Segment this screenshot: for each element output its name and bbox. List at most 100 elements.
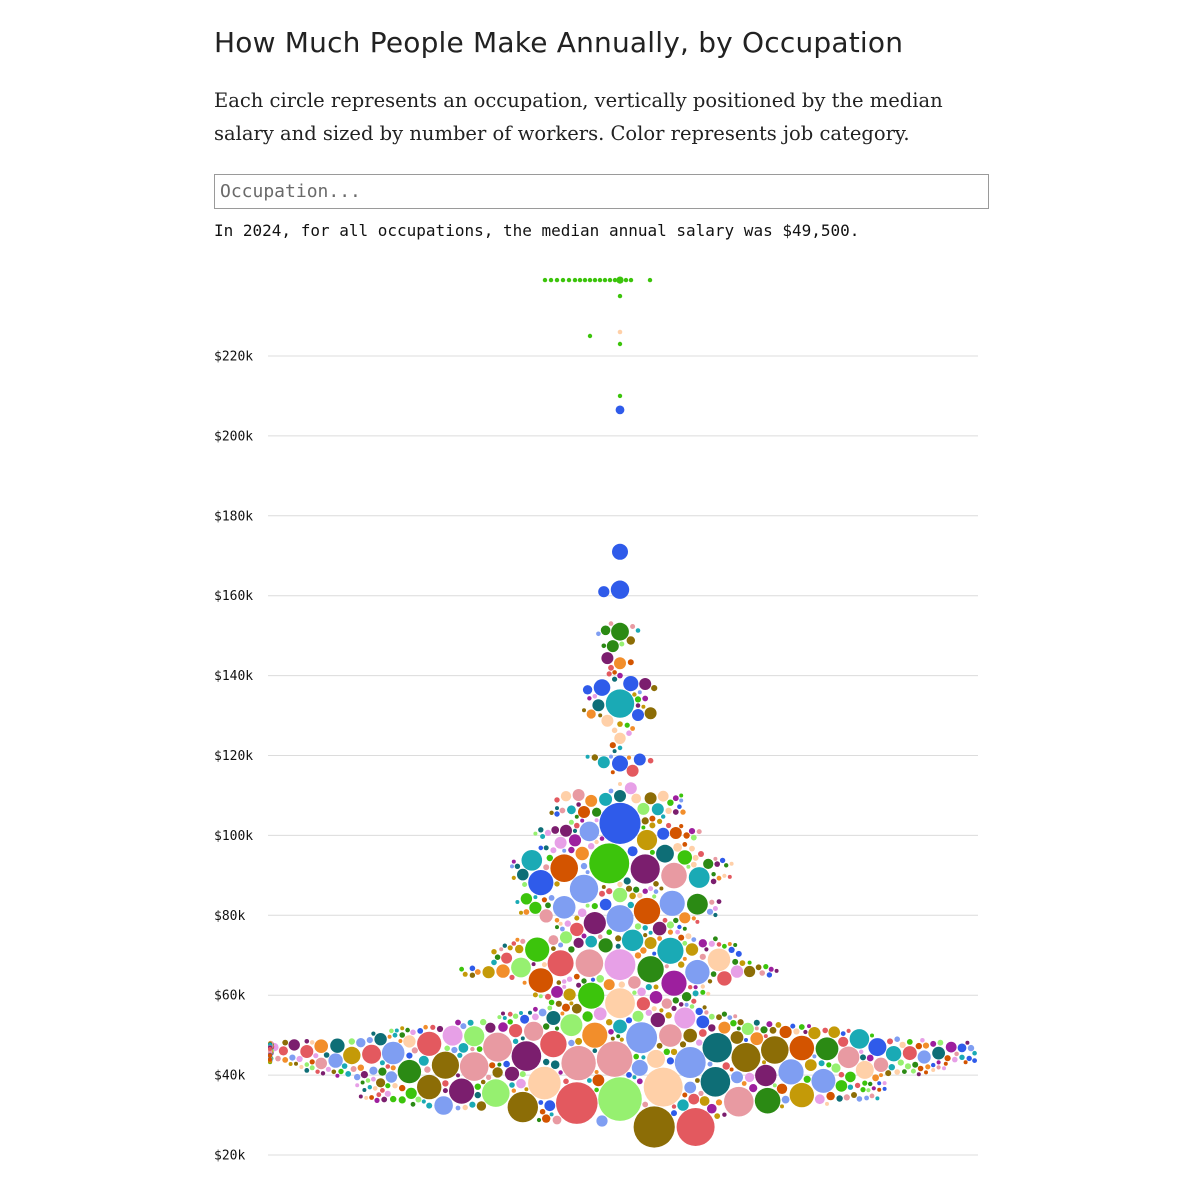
occupation-bubble[interactable]: [716, 942, 722, 947]
occupation-bubble[interactable]: [367, 1085, 372, 1090]
occupation-bubble[interactable]: [648, 886, 654, 892]
occupation-bubble[interactable]: [917, 1065, 924, 1072]
occupation-bubble[interactable]: [559, 807, 566, 814]
occupation-bubble[interactable]: [769, 1026, 777, 1034]
occupation-bubble[interactable]: [480, 1079, 486, 1085]
occupation-bubble[interactable]: [467, 1019, 474, 1026]
occupation-bubble[interactable]: [811, 1068, 836, 1093]
occupation-bubble[interactable]: [511, 1088, 516, 1093]
occupation-bubble[interactable]: [536, 1117, 542, 1123]
occupation-bubble[interactable]: [657, 790, 669, 802]
occupation-bubble[interactable]: [323, 1052, 330, 1058]
occupation-bubble[interactable]: [688, 828, 696, 835]
occupation-bubble[interactable]: [803, 1075, 811, 1083]
occupation-bubble[interactable]: [608, 664, 614, 671]
occupation-bubble[interactable]: [627, 901, 634, 909]
occupation-bubble[interactable]: [598, 586, 610, 598]
occupation-bubble[interactable]: [897, 1059, 904, 1066]
occupation-bubble[interactable]: [516, 1078, 526, 1089]
occupation-bubble[interactable]: [549, 810, 554, 815]
occupation-bubble[interactable]: [554, 797, 560, 803]
occupation-bubble[interactable]: [665, 1012, 672, 1019]
occupation-bubble[interactable]: [502, 1016, 507, 1020]
occupation-bubble[interactable]: [887, 1038, 893, 1045]
occupation-bubble[interactable]: [597, 934, 603, 939]
occupation-bubble[interactable]: [592, 277, 598, 283]
occupation-bubble[interactable]: [906, 1039, 913, 1045]
occupation-bubble[interactable]: [972, 1058, 977, 1063]
occupation-bubble[interactable]: [299, 1064, 304, 1070]
occupation-bubble[interactable]: [635, 628, 641, 633]
occupation-bubble[interactable]: [724, 863, 729, 868]
occupation-bubble[interactable]: [657, 827, 670, 840]
occupation-bubble[interactable]: [524, 1021, 544, 1041]
occupation-bubble[interactable]: [632, 692, 637, 697]
occupation-bubble[interactable]: [693, 985, 698, 990]
occupation-bubble[interactable]: [374, 1033, 387, 1046]
occupation-bubble[interactable]: [696, 1039, 703, 1046]
occupation-bubble[interactable]: [762, 1060, 766, 1065]
occupation-bubble[interactable]: [341, 1063, 348, 1069]
occupation-bubble[interactable]: [464, 1026, 485, 1047]
occupation-bubble[interactable]: [362, 1088, 367, 1092]
occupation-bubble[interactable]: [727, 942, 732, 946]
occupation-bubble[interactable]: [520, 1036, 525, 1041]
occupation-bubble[interactable]: [300, 1045, 314, 1058]
occupation-bubble[interactable]: [494, 954, 501, 960]
occupation-bubble[interactable]: [920, 1038, 925, 1043]
occupation-bubble[interactable]: [606, 640, 619, 653]
occupation-bubble[interactable]: [547, 950, 574, 977]
occupation-bubble[interactable]: [504, 1066, 520, 1081]
occupation-bubble[interactable]: [704, 947, 709, 952]
occupation-bubble[interactable]: [385, 1083, 391, 1089]
occupation-bubble[interactable]: [902, 1046, 917, 1061]
occupation-bubble[interactable]: [685, 933, 692, 940]
occupation-bubble[interactable]: [722, 1112, 727, 1117]
occupation-bubble[interactable]: [482, 966, 495, 979]
occupation-bubble[interactable]: [602, 277, 608, 283]
occupation-bubble[interactable]: [954, 1051, 959, 1057]
occupation-bubble[interactable]: [498, 1022, 508, 1032]
occupation-bubble[interactable]: [522, 980, 527, 985]
occupation-bubble[interactable]: [828, 1026, 840, 1038]
occupation-bubble[interactable]: [643, 933, 648, 938]
occupation-bubble[interactable]: [585, 903, 590, 908]
occupation-bubble[interactable]: [717, 971, 732, 986]
occupation-bubble[interactable]: [528, 1066, 561, 1100]
occupation-bubble[interactable]: [489, 1062, 496, 1069]
occupation-bubble[interactable]: [417, 1031, 442, 1056]
occupation-bubble[interactable]: [966, 1055, 972, 1062]
occupation-bubble[interactable]: [560, 1011, 565, 1016]
occupation-bubble[interactable]: [626, 1072, 632, 1078]
occupation-bubble[interactable]: [576, 802, 581, 807]
occupation-bubble[interactable]: [431, 1051, 459, 1079]
occupation-bubble[interactable]: [755, 1064, 777, 1087]
occupation-bubble[interactable]: [523, 909, 530, 915]
occupation-bubble[interactable]: [392, 1032, 398, 1038]
occupation-bubble[interactable]: [560, 791, 572, 802]
occupation-bubble[interactable]: [862, 1080, 868, 1086]
occupation-bubble[interactable]: [511, 957, 531, 978]
occupation-bubble[interactable]: [304, 1062, 310, 1067]
occupation-bubble[interactable]: [873, 1057, 889, 1073]
occupation-bubble[interactable]: [623, 277, 629, 283]
occupation-bubble[interactable]: [729, 1067, 734, 1072]
occupation-bubble[interactable]: [633, 1053, 639, 1060]
occupation-bubble[interactable]: [397, 1059, 422, 1084]
occupation-bubble[interactable]: [942, 1066, 946, 1071]
occupation-bubble[interactable]: [357, 1064, 364, 1071]
occupation-bubble[interactable]: [603, 979, 615, 991]
occupation-bubble[interactable]: [698, 1090, 704, 1096]
occupation-bubble[interactable]: [502, 943, 507, 948]
occupation-bubble[interactable]: [304, 1068, 310, 1073]
occupation-bubble[interactable]: [585, 935, 597, 948]
occupation-bubble[interactable]: [631, 793, 642, 804]
occupation-bubble[interactable]: [384, 1090, 391, 1097]
occupation-bubble[interactable]: [406, 1052, 413, 1059]
occupation-bubble[interactable]: [519, 1011, 523, 1015]
occupation-bubble[interactable]: [543, 1023, 550, 1030]
occupation-bubble[interactable]: [636, 997, 651, 1011]
occupation-bubble[interactable]: [838, 1036, 849, 1047]
occupation-bubble[interactable]: [613, 1019, 627, 1034]
occupation-bubble[interactable]: [871, 1086, 876, 1091]
